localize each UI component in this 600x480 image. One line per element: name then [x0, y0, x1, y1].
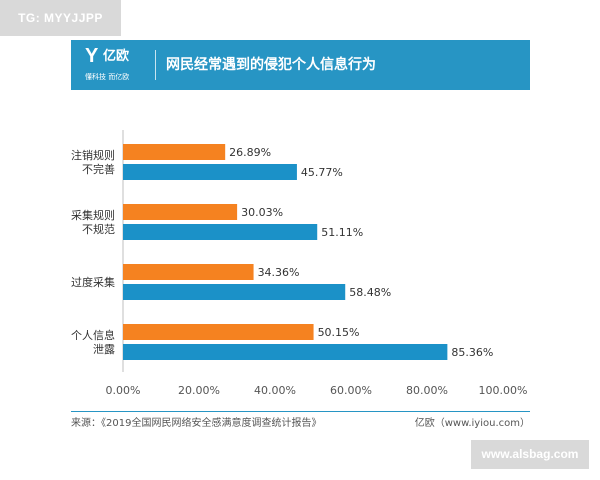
data-label-overall-2: 34.36%	[258, 266, 300, 279]
bar-chart: 26.89% 45.77% 注销规则不完善 30.03% 51.11% 采集规则不规范 34…	[71, 130, 528, 395]
watermark-top: TG: MYYJJPP	[0, 0, 121, 36]
x-tick-label-0: 0.00%	[106, 384, 141, 395]
x-tick-label-2: 40.00%	[254, 384, 296, 395]
logo-slogan: 懂科技 而亿欧	[85, 73, 130, 81]
source-note: 来源：《2019全国网民网络安全感满意度调查统计报告》	[71, 418, 322, 429]
x-tick-label-1: 20.00%	[178, 384, 220, 395]
category-label-3: 个人信息泄露	[71, 328, 115, 356]
data-label-target-3: 85.36%	[451, 346, 493, 359]
footer-divider	[71, 411, 530, 412]
data-label-target-2: 58.48%	[349, 286, 391, 299]
data-label-target-0: 45.77%	[301, 166, 343, 179]
watermark-bottom: www.alsbag.com	[471, 440, 589, 469]
chart-header: Y 亿欧 懂科技 而亿欧 网民经常遇到的侵犯个人信息行为	[71, 40, 530, 90]
bar-overall-0	[123, 144, 226, 160]
category-label-1: 采集规则不规范	[71, 208, 115, 236]
data-label-overall-1: 30.03%	[241, 206, 283, 219]
x-tick-label-4: 80.00%	[406, 384, 448, 395]
bar-overall-1	[123, 204, 238, 220]
bar-target-3	[123, 344, 448, 360]
logo-name: 亿欧	[103, 49, 130, 64]
bar-target-2	[123, 284, 346, 300]
bar-target-1	[123, 224, 318, 240]
logo-mark-icon: Y	[85, 45, 99, 67]
chart-title: 网民经常遇到的侵犯个人信息行为	[166, 57, 376, 73]
brand-logo: Y 亿欧 懂科技 而亿欧	[85, 44, 145, 86]
data-label-overall-3: 50.15%	[318, 326, 360, 339]
category-label-2: 过度采集	[71, 275, 115, 289]
bar-target-0	[123, 164, 297, 180]
chart-card: Y 亿欧 懂科技 而亿欧 网民经常遇到的侵犯个人信息行为 26.89% 45.77…	[71, 40, 530, 438]
bar-overall-2	[123, 264, 254, 280]
data-label-target-1: 51.11%	[321, 226, 363, 239]
data-label-overall-0: 26.89%	[229, 146, 271, 159]
x-tick-label-3: 60.00%	[330, 384, 372, 395]
bar-overall-3	[123, 324, 314, 340]
header-divider	[155, 50, 156, 80]
x-tick-label-5: 100.00%	[479, 384, 528, 395]
category-label-0: 注销规则不完善	[71, 148, 115, 176]
credit-note: 亿欧（www.iyiou.com）	[414, 418, 530, 429]
